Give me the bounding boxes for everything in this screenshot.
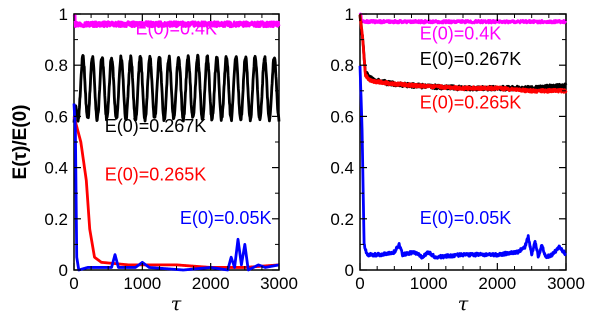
left-ylabel: E(τ)/E(0) — [10, 105, 31, 180]
left-series-annotation: E(0)=0.265K — [105, 164, 207, 184]
right-xtick-label: 0 — [355, 274, 364, 293]
right-xlabel: τ — [458, 293, 469, 315]
right-ytick-label: 1 — [345, 5, 354, 24]
left-ytick-label: 1 — [59, 5, 68, 24]
left-series-annotation: E(0)=0.05K — [180, 208, 272, 228]
left-series-line — [72, 13, 281, 29]
right-series-line — [358, 12, 568, 25]
right-ytick-label: 0.8 — [330, 56, 354, 75]
left-xtick-label: 2000 — [192, 274, 230, 293]
left-ytick-label: 0.2 — [44, 210, 68, 229]
left-ytick-label: 0 — [59, 261, 68, 280]
right-ticks: 0 1000 2000 3000 0 0.2 0.4 0.6 0.8 1 — [330, 5, 585, 293]
left-xtick-label: 3000 — [260, 274, 298, 293]
right-ytick-label: 0 — [345, 261, 354, 280]
left-plot-frame — [73, 13, 280, 271]
left-xlabel: τ — [171, 293, 182, 315]
right-xtick-label: 2000 — [478, 274, 516, 293]
left-ytick-label: 0.4 — [44, 159, 68, 178]
left-ytick-label: 0.6 — [44, 107, 68, 126]
left-ticks: 0 1000 2000 3000 0 0.2 0.4 0.6 0.8 1 — [44, 5, 298, 293]
right-series-annotation: E(0)=0.267K — [420, 49, 522, 69]
right-series-line — [358, 65, 568, 260]
left-series-line — [72, 116, 281, 269]
right-series-group: E(0)=0.4K E(0)=0.267K E(0)=0.265K E(0)=0.05… — [358, 12, 568, 260]
right-ytick-label: 0.6 — [330, 107, 354, 126]
right-series-line — [358, 14, 568, 94]
right-series-annotation: E(0)=0.265K — [420, 93, 522, 113]
right-series-annotation: E(0)=0.4K — [420, 24, 502, 44]
left-ytick-label: 0.8 — [44, 56, 68, 75]
right-series-annotation: E(0)=0.05K — [420, 208, 512, 228]
left-xtick-label: 1000 — [123, 274, 161, 293]
left-series-group: E(0)=0.4K E(0)=0.267K E(0)=0.265K E(0)=0.05… — [72, 13, 281, 272]
left-series-annotation: E(0)=0.4K — [136, 18, 218, 38]
right-xtick-label: 3000 — [547, 274, 585, 293]
right-panel: E(0)=0.4K E(0)=0.267K E(0)=0.265K E(0)=0.05… — [330, 5, 585, 315]
right-ytick-label: 0.4 — [330, 159, 354, 178]
left-series-annotation: E(0)=0.267K — [105, 116, 207, 136]
right-ytick-label: 0.2 — [330, 210, 354, 229]
right-xtick-label: 1000 — [410, 274, 448, 293]
left-panel: E(0)=0.4K E(0)=0.267K E(0)=0.265K E(0)=0.05… — [10, 5, 298, 315]
left-xtick-label: 0 — [69, 274, 78, 293]
left-series-line — [72, 53, 281, 123]
